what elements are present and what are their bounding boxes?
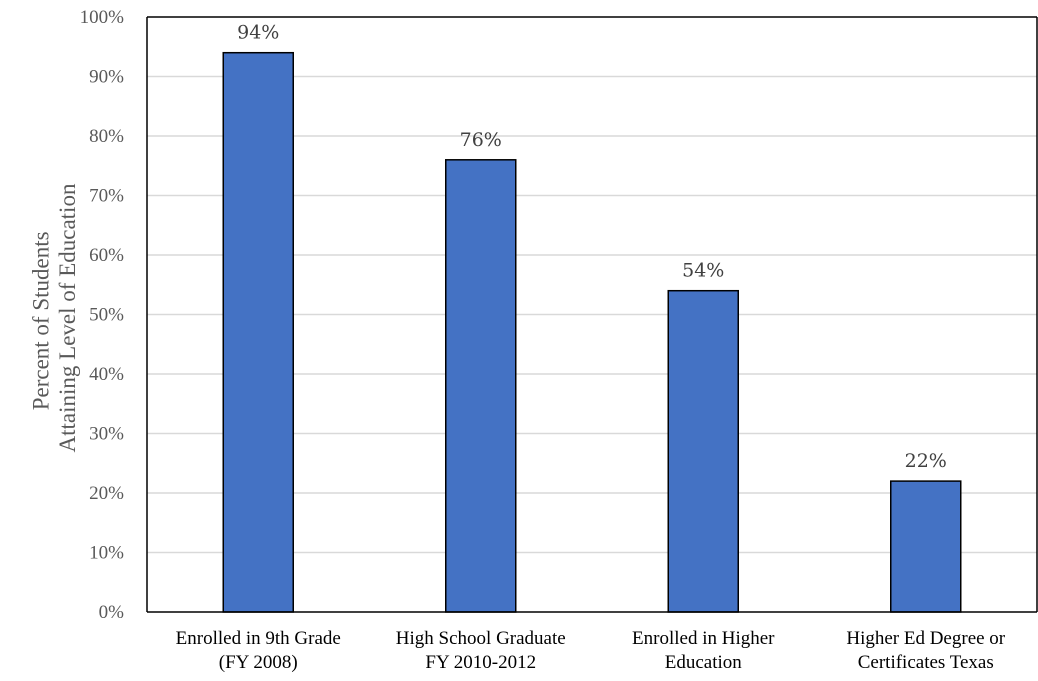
category-label-line: High School Graduate	[396, 628, 566, 649]
plot-frame	[146, 16, 1038, 613]
category-label: Enrolled in 9th Grade (FY 2008)	[176, 628, 341, 673]
category-label: High School Graduate FY 2010-2012	[396, 628, 566, 673]
category-label-line: Enrolled in 9th Grade	[176, 628, 341, 649]
y-axis-ticks: 0% 10% 20% 30% 40% 50% 60% 70% 80% 90% 100%	[80, 7, 125, 623]
category-label: Enrolled in Higher Education	[632, 628, 775, 673]
category-label-line: FY 2010-2012	[425, 652, 536, 673]
data-label: 22%	[905, 450, 947, 472]
y-tick-label: 10%	[89, 543, 124, 564]
y-tick-label: 30%	[89, 424, 124, 445]
category-label-line: Enrolled in Higher	[632, 628, 775, 649]
y-axis-label: Percent of Students Attaining Level of E…	[29, 183, 80, 452]
y-axis-label-line-1: Percent of Students	[29, 231, 54, 410]
y-tick-label: 40%	[89, 364, 124, 385]
x-axis-categories: Enrolled in 9th Grade (FY 2008) High Schoo…	[176, 628, 1006, 673]
data-label: 76%	[460, 129, 502, 151]
category-label-line: Certificates Texas	[858, 652, 994, 673]
data-label: 94%	[237, 22, 279, 44]
y-axis-label-line-2: Attaining Level of Education	[55, 183, 80, 452]
category-label-line: (FY 2008)	[219, 652, 298, 673]
y-tick-label: 20%	[89, 483, 124, 504]
bar	[445, 159, 517, 613]
data-labels: 94% 76% 54% 22%	[237, 22, 947, 472]
y-tick-label: 90%	[89, 67, 124, 88]
category-label-line: Higher Ed Degree or	[846, 628, 1005, 649]
bar	[222, 51, 294, 613]
y-tick-label: 0%	[99, 602, 125, 623]
y-tick-label: 100%	[80, 7, 125, 28]
category-label: Higher Ed Degree or Certificates Texas	[846, 628, 1005, 673]
y-tick-label: 70%	[89, 186, 124, 207]
bars	[222, 51, 962, 613]
y-tick-label: 80%	[89, 126, 124, 147]
category-label-line: Education	[665, 652, 743, 673]
bar	[890, 480, 962, 613]
data-label: 54%	[682, 260, 724, 282]
y-tick-label: 60%	[89, 245, 124, 266]
gridlines	[147, 75, 1037, 554]
y-tick-label: 50%	[89, 305, 124, 326]
bar	[667, 289, 739, 613]
